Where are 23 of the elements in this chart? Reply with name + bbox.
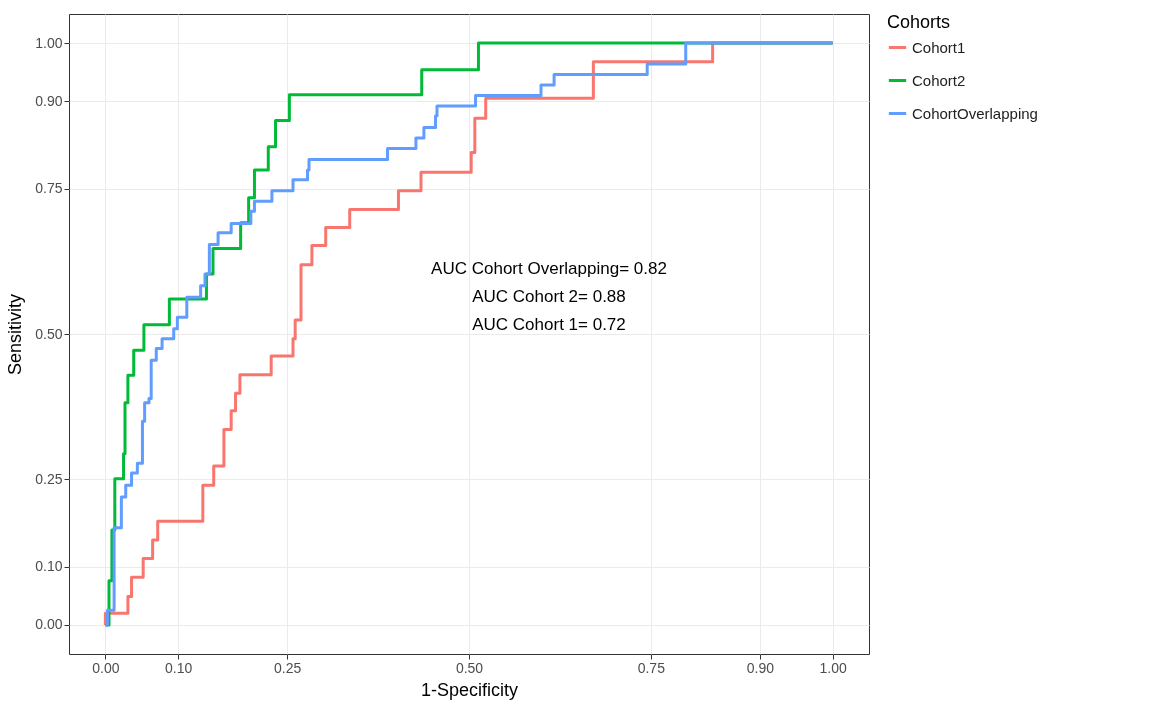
x-tick-label: 1.00 xyxy=(819,659,847,676)
y-tick-label: 0.00 xyxy=(35,616,63,633)
x-tick-label: 0.75 xyxy=(637,659,666,676)
legend-label: CohortOverlapping xyxy=(912,104,1038,122)
legend-label: Cohort2 xyxy=(912,71,966,89)
x-tick-label: 0.00 xyxy=(92,659,120,676)
y-tick-label: 0.50 xyxy=(35,325,63,342)
annotation: AUC Cohort 2= 0.88 xyxy=(472,287,626,306)
annotation: AUC Cohort 1= 0.72 xyxy=(472,315,626,334)
y-tick-label: 0.10 xyxy=(35,558,63,575)
x-axis-title: 1-Specificity xyxy=(420,679,519,700)
annotation: AUC Cohort Overlapping= 0.82 xyxy=(431,259,667,278)
legend-label: Cohort1 xyxy=(912,38,966,56)
x-tick-label: 0.10 xyxy=(164,659,193,676)
y-tick-label: 0.25 xyxy=(35,470,63,487)
y-tick-label: 1.00 xyxy=(35,34,63,51)
y-axis-title: Sensitivity xyxy=(5,293,26,376)
y-tick-label: 0.75 xyxy=(35,180,63,197)
x-tick-label: 0.50 xyxy=(455,659,484,676)
y-tick-label: 0.90 xyxy=(35,92,63,109)
legend-title: Cohorts xyxy=(887,12,951,32)
x-tick-label: 0.25 xyxy=(274,659,302,676)
x-tick-label: 0.90 xyxy=(746,659,775,676)
